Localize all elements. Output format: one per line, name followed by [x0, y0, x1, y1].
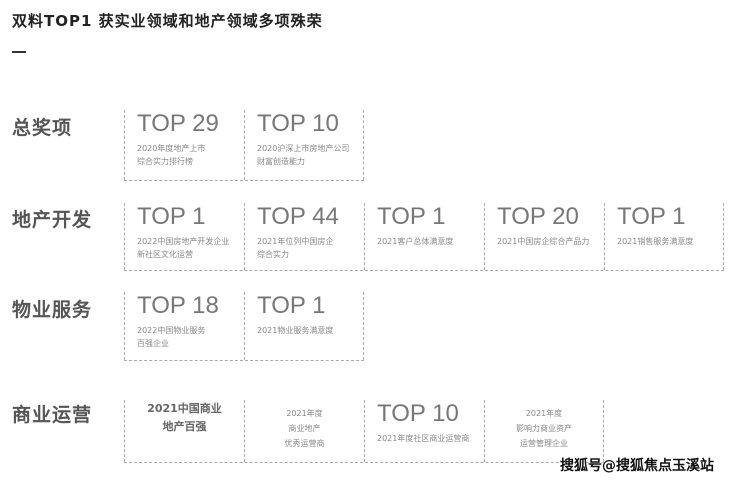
award-title: 地产百强: [162, 420, 207, 433]
row-label: 总奖项: [12, 117, 73, 139]
award-cell: TOP 10 2021年度社区商业运营商: [364, 400, 484, 462]
award-desc: 优秀运营商: [284, 439, 325, 448]
award-desc: 2022中国房地产开发企业: [137, 237, 230, 246]
award-row: TOP 29 2020年度地产上市 综合实力排行榜 TOP 10 2020沪深上市房地产…: [124, 110, 364, 181]
award-rank: TOP 1: [257, 292, 326, 319]
award-desc: 新社区文化运营: [137, 250, 193, 259]
row-label: 物业服务: [12, 299, 93, 321]
award-cell: TOP 1 2022中国房地产开发企业 新社区文化运营: [124, 203, 244, 270]
award-desc: 2021销售服务满意度: [617, 237, 694, 246]
award-title: 2021中国商业: [147, 402, 222, 415]
page-title: 双料TOP1 获实业领域和地产领域多项殊荣: [12, 12, 323, 30]
award-desc: 2021年度: [286, 409, 323, 418]
row-label: 地产开发: [12, 209, 93, 231]
award-desc: 2021年度: [525, 409, 563, 418]
award-desc: 2020沪深上市房地产公司: [257, 144, 350, 153]
award-desc: 2021中国房企综合产品力: [497, 237, 590, 246]
award-cell: 2021年度 影响力商业资产 运营管理企业: [484, 400, 604, 462]
award-rank: TOP 10: [377, 400, 459, 427]
award-rank: TOP 18: [137, 292, 219, 319]
award-cell: TOP 1 2021销售服务满意度: [604, 203, 724, 270]
award-rank: TOP 1: [377, 203, 446, 230]
award-cell: TOP 29 2020年度地产上市 综合实力排行榜: [124, 110, 244, 180]
award-rank: TOP 1: [137, 203, 206, 230]
award-rank: TOP 10: [257, 110, 339, 137]
award-row: TOP 1 2022中国房地产开发企业 新社区文化运营 TOP 44 2021年位列中国…: [124, 203, 724, 271]
award-cell: 2021年度 商业地产优秀运营商: [244, 400, 364, 462]
award-desc: 百强企业: [137, 339, 169, 348]
award-desc: 运营管理企业: [520, 439, 568, 448]
award-desc: 2021年位列中国房企: [257, 237, 334, 246]
award-cell: TOP 44 2021年位列中国房企 综合实力: [244, 203, 364, 270]
award-desc: 综合实力: [257, 250, 289, 259]
award-rank: TOP 44: [257, 203, 339, 230]
award-desc: 2021年度社区商业运营商: [377, 434, 470, 443]
award-desc: 影响力商业资产: [516, 424, 572, 433]
award-row: 2021中国商业 地产百强 2021年度 商业地产 优秀运营商 TOP 10 2021年度社…: [124, 400, 604, 463]
award-rank: TOP 1: [617, 203, 686, 230]
award-cell: TOP 18 2022中国物业服务 百强企业: [124, 292, 244, 360]
award-desc: 财富创造能力: [257, 157, 305, 166]
row-label: 商业运营: [12, 404, 93, 426]
award-desc: 2020年度地产上市: [137, 144, 206, 153]
award-rank: TOP 20: [497, 203, 579, 230]
award-cell: TOP 1 2021物业服务满意度: [244, 292, 364, 360]
award-cell: 2021中国商业 地产百强: [124, 400, 244, 462]
award-row: TOP 18 2022中国物业服务 百强企业 TOP 1 2021物业服务满意度: [124, 292, 364, 361]
award-desc: 综合实力排行榜: [137, 157, 193, 166]
watermark: 搜狐号@搜狐焦点玉溪站: [560, 458, 714, 474]
award-cell: TOP 1 2021客户总体满意度: [364, 203, 484, 270]
award-desc: 2021客户总体满意度: [377, 237, 454, 246]
award-rank: TOP 29: [137, 110, 219, 137]
award-cell: TOP 20 2021中国房企综合产品力: [484, 203, 604, 270]
award-cell: TOP 10 2020沪深上市房地产公司 财富创造能力: [244, 110, 364, 180]
award-desc: 2021物业服务满意度: [257, 326, 334, 335]
award-desc: 商业地产: [288, 424, 321, 433]
title-underline: [12, 51, 26, 53]
award-desc: 2022中国物业服务: [137, 326, 206, 335]
